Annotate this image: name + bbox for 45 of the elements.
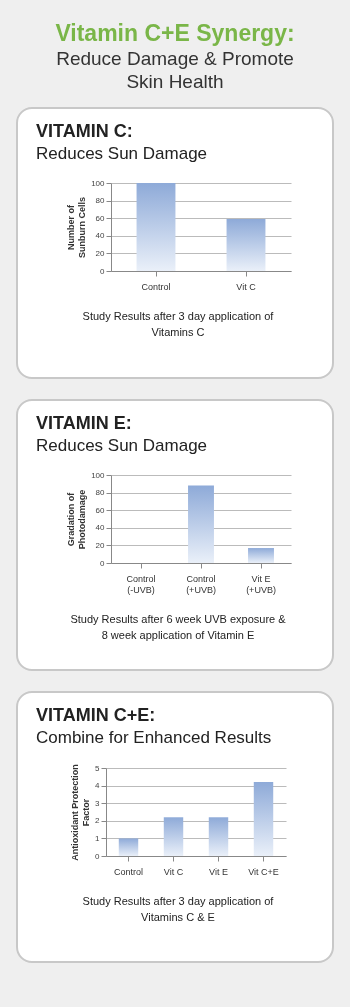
y-tick-label: 3 <box>95 798 101 808</box>
bar <box>253 782 274 856</box>
y-tick-label: 2 <box>95 816 101 826</box>
bar <box>208 817 229 856</box>
y-tick-label: 80 <box>95 488 105 498</box>
y-axis-title: Gradation of Photodamage <box>65 489 87 550</box>
x-tick-label: Vit C <box>163 866 184 877</box>
y-tick-label: 0 <box>99 266 105 276</box>
y-tick-label: 40 <box>95 231 105 241</box>
x-tick-label: Vit C <box>235 281 256 292</box>
x-tick-label: Control <box>140 281 171 292</box>
x-tick-label: Vit C+E <box>248 866 279 877</box>
y-tick-label: 60 <box>95 213 105 223</box>
chart-title: VITAMIN C: <box>36 121 134 142</box>
y-tick-label: 5 <box>95 763 101 773</box>
bar <box>163 817 184 856</box>
text: Reduce Damage & Promote Skin Health <box>55 47 295 93</box>
chart-subtitle: Combine for Enhanced Results <box>36 728 273 748</box>
text: Vitamin C+E Synergy: <box>54 20 296 47</box>
bar <box>118 838 139 856</box>
y-tick-label: 4 <box>95 781 101 791</box>
y-tick-label: 80 <box>95 196 105 206</box>
x-tick-label: Vit E (+UVB) <box>245 573 276 595</box>
y-axis-title: Antioxidant Protection Factor <box>70 764 92 861</box>
x-tick-label: Control <box>113 866 144 877</box>
x-tick-label: Control (-UVB) <box>125 573 156 595</box>
y-tick-label: 0 <box>95 851 101 861</box>
chart-title: VITAMIN E: <box>36 413 133 434</box>
text: Study Results after 3 day application of Vitamins C & E <box>81 894 275 925</box>
y-tick-label: 0 <box>99 558 105 568</box>
y-tick-label: 1 <box>95 833 101 843</box>
chart-subtitle: Reduces Sun Damage <box>36 436 209 456</box>
y-tick-label: 60 <box>95 505 105 515</box>
x-tick-label: Vit E <box>209 866 228 877</box>
text: Study Results after 6 week UVB exposure & 8 week application of Vitamin E <box>69 612 287 643</box>
y-tick-label: 100 <box>90 470 105 480</box>
chart-title: VITAMIN C+E: <box>36 705 157 726</box>
text: Study Results after 3 day application of Vitamins C <box>81 309 275 340</box>
y-tick-label: 20 <box>95 248 105 258</box>
y-tick-label: 20 <box>95 540 105 550</box>
y-tick-label: 100 <box>90 178 105 188</box>
x-tick-label: Control (+UVB) <box>185 573 216 595</box>
chart-subtitle: Reduces Sun Damage <box>36 144 209 164</box>
y-tick-label: 40 <box>95 523 105 533</box>
y-axis-title: Number of Sunburn Cells <box>65 196 87 259</box>
